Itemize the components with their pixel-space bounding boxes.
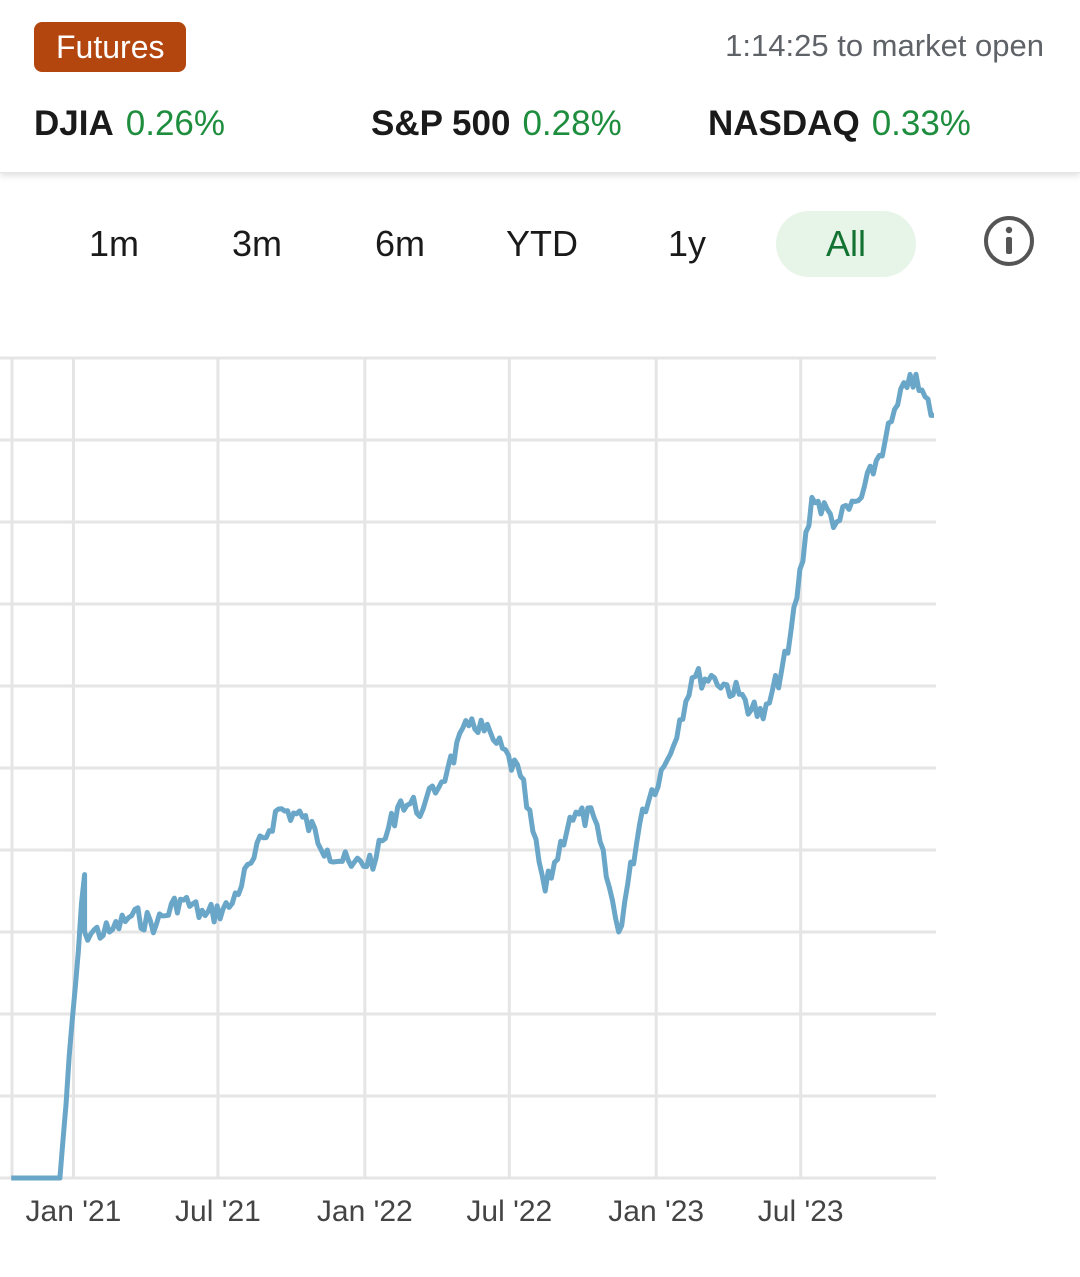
futures-badge[interactable]: Futures bbox=[34, 22, 187, 72]
x-tick-label: Jul '22 bbox=[466, 1195, 552, 1228]
x-tick-label: Jul '23 bbox=[758, 1195, 844, 1228]
x-tick-label: Jul '21 bbox=[175, 1195, 261, 1228]
index-name: NASDAQ bbox=[708, 104, 860, 143]
market-open-countdown: 1:14:25 to market open bbox=[725, 28, 1044, 63]
index-change: 0.33% bbox=[871, 104, 971, 143]
price-line bbox=[11, 371, 934, 1181]
info-circle-icon[interactable] bbox=[983, 215, 1035, 267]
range-all[interactable]: All bbox=[776, 211, 916, 277]
index-nasdaq[interactable]: NASDAQ 0.33% bbox=[708, 100, 971, 148]
price-chart[interactable]: Jan '21 Jul '21 Jan '22 Jul '22 Jan '23 Jul '… bbox=[0, 290, 1080, 1240]
index-sp500[interactable]: S&P 500 0.28% bbox=[371, 100, 622, 148]
range-6m[interactable]: 6m bbox=[374, 223, 425, 264]
x-tick-label: Jan '23 bbox=[608, 1195, 704, 1228]
index-name: S&P 500 bbox=[371, 104, 511, 143]
horizontal-gridlines bbox=[0, 356, 936, 1180]
range-1m[interactable]: 1m bbox=[88, 223, 139, 264]
range-3m[interactable]: 3m bbox=[231, 223, 282, 264]
index-djia[interactable]: DJIA 0.26% bbox=[34, 100, 225, 148]
market-summary-card: Futures 1:14:25 to market open DJIA 0.26%… bbox=[0, 0, 1080, 173]
index-change: 0.26% bbox=[125, 104, 225, 143]
index-list: DJIA 0.26% S&P 500 0.28% NASDAQ 0.33% bbox=[0, 100, 1080, 150]
x-tick-label: Jan '22 bbox=[317, 1195, 413, 1228]
index-name: DJIA bbox=[34, 104, 114, 143]
x-axis-tick-labels: Jan '21 Jul '21 Jan '22 Jul '22 Jan '23 Jul '… bbox=[26, 1195, 844, 1228]
range-1y[interactable]: 1y bbox=[667, 223, 707, 264]
index-change: 0.28% bbox=[522, 104, 622, 143]
range-ytd[interactable]: YTD bbox=[506, 223, 578, 264]
x-tick-label: Jan '21 bbox=[26, 1195, 122, 1228]
time-range-selector: 1m 3m 6m YTD 1y All bbox=[0, 208, 1080, 280]
vertical-gridlines bbox=[71, 358, 803, 1178]
